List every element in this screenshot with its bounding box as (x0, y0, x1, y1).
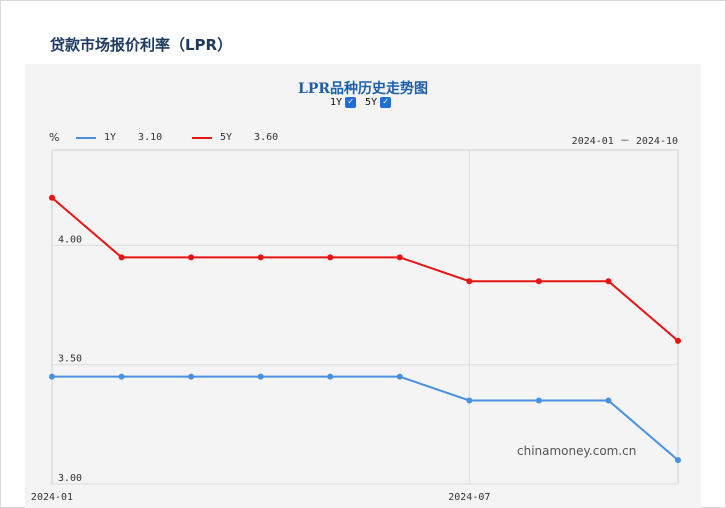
legend-name-1y: 1Y (104, 132, 117, 143)
legend-value-5y: 3.60 (254, 132, 279, 143)
data-point-5y (396, 254, 403, 261)
labels-layer: 3.00 3.50 4.00 2024-01 2024-07 (31, 234, 490, 503)
y-tick-label: 3.50 (58, 354, 82, 365)
checkbox-1y[interactable]: ✓ (345, 97, 357, 108)
data-point-1y (257, 373, 264, 380)
data-point-1y (605, 397, 612, 404)
legend-swatch-1y (76, 136, 96, 139)
data-point-5y (257, 254, 264, 261)
date-range: 2024-01 － 2024-10 (571, 136, 678, 147)
chart-panel (25, 64, 701, 508)
data-point-1y (396, 373, 403, 380)
checkbox-5y[interactable]: ✓ (380, 97, 392, 108)
page-title: 贷款市场报价利率（LPR） (50, 36, 233, 54)
plot-frame (51, 149, 679, 485)
data-point-1y (188, 373, 195, 380)
series-line-1y (52, 375, 679, 461)
y-tick-label: 4.00 (58, 234, 82, 245)
data-point-1y (466, 397, 473, 404)
y-unit-label: % (49, 131, 60, 144)
legend-item-1y[interactable]: 1Y 3.10 (76, 132, 162, 143)
data-point-5y (188, 254, 195, 261)
legend-name-5y: 5Y (220, 132, 233, 143)
data-point-5y (605, 278, 612, 285)
y-tick-label: 3.00 (58, 473, 82, 484)
toggle-5y-label: 5Y (365, 97, 378, 108)
toggle-1y-label: 1Y (330, 97, 343, 108)
legend-value-1y: 3.10 (138, 132, 163, 143)
x-tick-label: 2024-01 (31, 492, 73, 503)
legend-item-5y[interactable]: 5Y 3.60 (192, 132, 278, 143)
chart-title: LPR品种历史走势图 (297, 81, 428, 97)
data-point-5y (675, 337, 681, 344)
data-point-1y (675, 457, 681, 464)
data-point-5y (535, 278, 542, 285)
legend-swatch-5y (192, 136, 212, 139)
data-point-5y (327, 254, 334, 261)
data-point-5y (49, 194, 55, 201)
series-line-5y (51, 196, 679, 342)
data-point-5y (118, 254, 125, 261)
data-point-1y (49, 373, 55, 380)
data-point-1y (118, 373, 125, 380)
series-layer (49, 194, 681, 464)
data-point-5y (466, 278, 473, 285)
data-point-1y (535, 397, 542, 404)
toggle-5y[interactable]: 5Y ✓ (365, 97, 392, 108)
series-toggles: 1Y ✓ 5Y ✓ (330, 97, 400, 108)
grid-layer (51, 149, 679, 485)
x-tick-label: 2024-07 (448, 492, 490, 503)
toggle-1y[interactable]: 1Y ✓ (330, 97, 357, 108)
watermark: chinamoney.com.cn (517, 444, 637, 458)
data-point-1y (327, 373, 334, 380)
